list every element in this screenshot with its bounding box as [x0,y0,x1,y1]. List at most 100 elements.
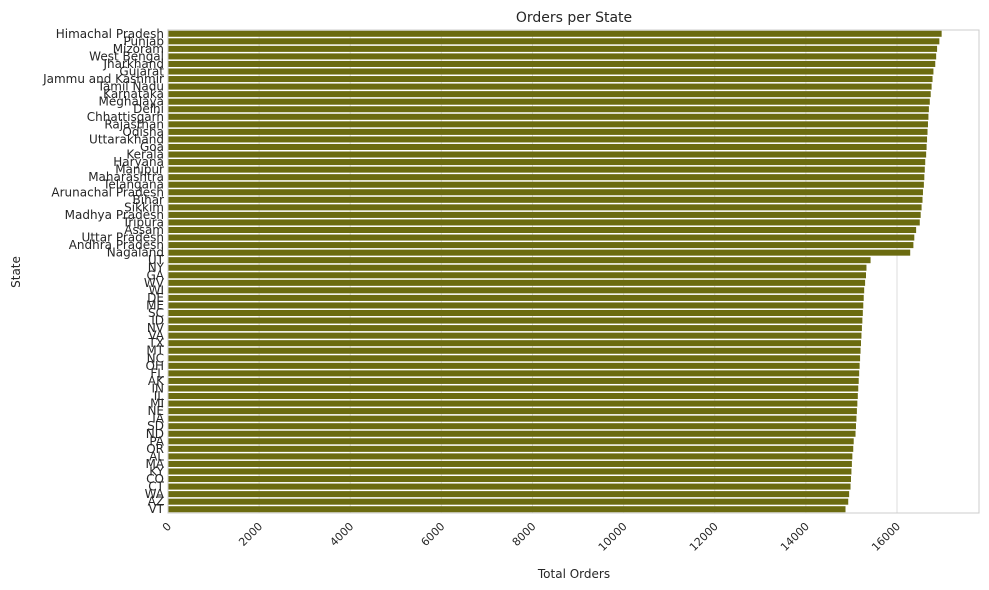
y-tick-label: Telangana [102,178,164,192]
bar [168,53,937,60]
y-tick-label: AZ [148,495,164,509]
bar [168,196,923,203]
y-tick-label: Manipur [115,163,164,177]
bar [168,106,929,113]
bar [168,294,864,301]
bar [168,393,858,400]
y-tick-label: Uttar Pradesh [82,231,164,245]
bar [168,476,851,483]
y-tick-label: WV [144,276,165,290]
y-tick-label: ME [146,298,164,312]
y-tick-label: Andhra Pradesh [69,238,164,252]
y-tick-label: Mizoram [113,42,164,56]
y-tick-label: IL [154,389,165,403]
bar [168,226,917,234]
bar [168,430,856,437]
y-tick-label: Maharashtra [88,170,164,184]
y-tick-label: FL [150,366,164,380]
bar [168,370,860,377]
bar [168,76,933,83]
y-tick-label: UT [148,253,165,267]
bar [168,30,942,37]
chart-title: Orders per State [516,10,632,26]
y-tick-label: MA [145,457,164,471]
y-tick-label: AL [149,449,164,463]
bar [168,385,859,392]
y-tick-label: IN [151,381,164,395]
y-tick-label: NY [148,261,165,275]
bar [168,151,927,158]
y-tick-label: Odisha [122,125,164,139]
bar [168,174,925,181]
bar [168,355,861,362]
y-tick-label: Arunachal Pradesh [51,185,164,199]
y-tick-label: NV [147,321,165,335]
y-tick-label: ID [151,314,164,328]
bar [168,309,863,317]
bar [168,38,940,45]
y-tick-label: OR [146,442,164,456]
bar [168,491,850,498]
bar [168,234,915,241]
y-tick-label: Karnataka [103,87,164,101]
y-tick-label: Delhi [133,102,164,116]
plot-frame [167,29,980,514]
y-tick-label: Jharkhand [102,57,164,71]
bar [168,287,865,294]
bar [168,91,931,98]
bar [168,143,927,150]
bar [168,498,849,505]
bar [168,257,871,264]
y-tick-label: Haryana [113,155,164,169]
bar [168,242,914,249]
y-tick-label: Goa [140,140,164,154]
bar [168,68,934,75]
bar [168,332,862,339]
y-tick-label: CO [146,472,164,486]
y-tick-label: MI [150,397,164,411]
y-tick-label: Chhattisgarh [87,110,164,124]
y-tick-label: Uttarakhand [89,132,164,146]
y-tick-label: TX [147,336,164,350]
bar [168,113,929,120]
bar [168,204,922,211]
y-tick-label: Madhya Pradesh [65,208,164,222]
bar [168,483,851,490]
y-tick-label: Rajasthan [104,117,164,131]
bar [168,347,861,354]
bar [168,136,928,143]
bar [168,362,860,369]
y-tick-label: Gujarat [119,65,164,79]
y-tick-label: Punjab [123,34,164,48]
bar [168,181,924,188]
bar [168,415,857,422]
y-tick-label: West Bengal [89,49,164,63]
bar [168,340,861,347]
y-tick-label: Bihar [133,193,165,207]
y-tick-label: PA [149,434,164,448]
bar [168,460,852,467]
bar [168,400,858,407]
bar [168,166,925,173]
bar [168,83,932,90]
bar [168,121,928,128]
y-tick-label: OH [146,359,164,373]
y-tick-label: VA [148,329,164,343]
y-tick-label: Kerala [126,148,164,162]
y-tick-label: NC [147,351,164,365]
y-tick-label: ND [146,427,164,441]
bar [168,264,867,271]
y-tick-label: WI [149,283,164,297]
x-axis-label: Total Orders [537,567,610,581]
y-tick-label: NE [147,404,164,418]
y-tick-label: VT [148,502,164,516]
y-tick-label: SC [148,306,164,320]
bar [168,128,928,135]
y-tick-label: CT [148,480,164,494]
bar [168,453,853,460]
bar [168,272,867,279]
bar [168,325,862,332]
bar [168,211,921,218]
y-tick-label: Himachal Pradesh [56,27,164,41]
bar [168,60,936,67]
